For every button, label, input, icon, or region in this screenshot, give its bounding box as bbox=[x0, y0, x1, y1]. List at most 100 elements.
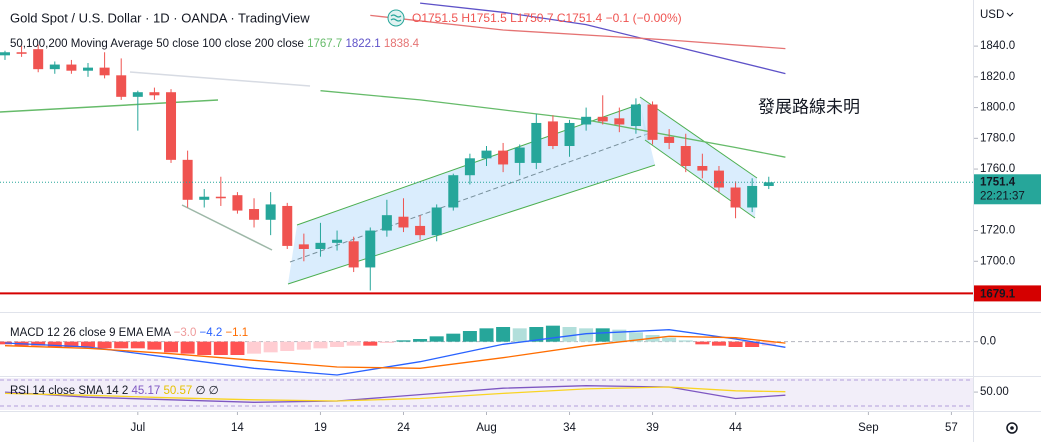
macd-histogram-bar bbox=[595, 328, 610, 342]
candle-body bbox=[581, 116, 592, 125]
macd-histogram-bar bbox=[81, 341, 96, 347]
trend-line bbox=[0, 99, 219, 113]
macd-histogram-bar bbox=[562, 327, 577, 342]
macd-histogram-bar bbox=[296, 341, 311, 350]
candle-body bbox=[348, 241, 359, 268]
macd-histogram-bar bbox=[662, 337, 677, 342]
candle-body bbox=[0, 52, 10, 56]
rsi-legend-label: RSI 14 close SMA 14 2 bbox=[10, 385, 128, 397]
macd-histogram-bar bbox=[678, 340, 693, 342]
channel-fill bbox=[640, 97, 757, 218]
candle-body bbox=[531, 122, 542, 163]
macd-histogram-bar bbox=[711, 341, 726, 346]
macd-histogram-bar bbox=[446, 333, 461, 342]
y-tick-label: 0.0 bbox=[980, 336, 996, 348]
macd-histogram-bar bbox=[330, 341, 345, 347]
candle-body bbox=[614, 118, 625, 125]
candle-body bbox=[298, 244, 309, 249]
countdown: 22:21:37 bbox=[980, 190, 1025, 202]
candle-body bbox=[265, 204, 276, 220]
candle-body bbox=[514, 147, 525, 163]
macd-histogram-bar bbox=[313, 341, 328, 349]
candle-body bbox=[132, 92, 143, 97]
ohlc-value: C1751.4 bbox=[557, 11, 603, 25]
candle-body bbox=[249, 209, 260, 220]
candle-body bbox=[713, 170, 724, 188]
ohlc-header: O1751.5 H1751.5 L1750.7 C1751.4 −0.1 (−0… bbox=[412, 11, 682, 25]
chart-title: Gold Spot / U.S. Dollar · 1D · OANDA · T… bbox=[10, 10, 310, 25]
macd-histogram-bar bbox=[64, 341, 79, 347]
macd-histogram-bar bbox=[180, 341, 195, 354]
macd-histogram-bar bbox=[429, 336, 444, 342]
candle-body bbox=[33, 49, 44, 70]
macd-histogram-bar bbox=[31, 341, 46, 346]
y-tick-label: 1720.0 bbox=[980, 225, 1015, 237]
moving-average bbox=[370, 14, 786, 50]
settings-icon bbox=[1010, 426, 1014, 430]
macd-histogram-bar bbox=[97, 341, 112, 349]
rsi-line bbox=[4, 386, 786, 402]
trend-line bbox=[129, 71, 311, 87]
candle-body bbox=[680, 146, 691, 166]
macd-histogram-bar bbox=[545, 325, 560, 342]
candle-body bbox=[381, 215, 392, 231]
candle-body bbox=[415, 225, 426, 236]
ma-legend-value: 1838.4 bbox=[384, 38, 420, 50]
candle-body bbox=[547, 121, 558, 147]
macd-histogram-bar bbox=[213, 341, 228, 355]
macd-histogram-bar bbox=[512, 328, 527, 342]
macd-histogram-bar bbox=[628, 332, 643, 342]
rsi-line bbox=[4, 385, 786, 403]
currency-dropdown[interactable] bbox=[1006, 12, 1014, 17]
macd-legend-label: MACD 12 26 close 9 EMA EMA bbox=[10, 327, 171, 339]
ohlc-change: −0.1 (−0.00%) bbox=[606, 11, 682, 25]
macd-line bbox=[4, 335, 786, 369]
macd-histogram-bar bbox=[396, 340, 411, 342]
x-tick-label: 57 bbox=[945, 422, 958, 434]
candle-body bbox=[365, 230, 376, 268]
macd-histogram-bar bbox=[728, 341, 743, 347]
candle-body bbox=[448, 175, 459, 208]
macd-histogram-bar bbox=[114, 341, 129, 349]
x-tick-label: 34 bbox=[563, 422, 576, 434]
ohlc-value: L1750.7 bbox=[510, 11, 554, 25]
candle-body bbox=[215, 196, 226, 199]
y-tick-label: 50.00 bbox=[980, 386, 1009, 398]
candle-body bbox=[464, 158, 475, 176]
x-tick-label: Aug bbox=[476, 422, 496, 434]
price-tag bbox=[974, 174, 1041, 205]
marks: Jul141924Aug343944Sep571700.01720.01740.… bbox=[0, 2, 1041, 434]
macd-legend-value: −3.0 bbox=[174, 327, 197, 339]
ma-legend: 50,100,200 Moving Average 50 close 100 c… bbox=[10, 38, 420, 50]
settings-icon[interactable] bbox=[1006, 422, 1018, 434]
macd-histogram-bar bbox=[147, 341, 162, 350]
macd-histogram-bar bbox=[164, 341, 179, 353]
price-tag-label: 1751.4 bbox=[980, 176, 1016, 188]
x-tick-label: 39 bbox=[646, 422, 659, 434]
y-tick-label: 1700.0 bbox=[980, 255, 1015, 267]
ohlc-value: O1751.5 bbox=[412, 11, 458, 25]
annotation: 發展路線未明 bbox=[758, 97, 860, 116]
y-tick-label: 1780.0 bbox=[980, 132, 1015, 144]
candle-body bbox=[149, 92, 160, 96]
x-tick-label: Sep bbox=[858, 422, 878, 434]
macd-histogram-bar bbox=[529, 327, 544, 342]
candle-body bbox=[481, 150, 492, 159]
macd-histogram-bar bbox=[745, 341, 760, 347]
macd-legend-value: −1.1 bbox=[225, 327, 248, 339]
macd-histogram-bar bbox=[363, 341, 378, 346]
candle-body bbox=[431, 207, 442, 236]
macd-histogram-bar bbox=[247, 341, 262, 354]
macd-legend-value: −4.2 bbox=[200, 327, 223, 339]
x-tick-label: 44 bbox=[729, 422, 742, 434]
candle-body bbox=[647, 104, 658, 140]
channel-line bbox=[639, 96, 758, 179]
y-tick-label: 1840.0 bbox=[980, 40, 1015, 52]
macd-histogram-bar bbox=[280, 341, 295, 351]
y-tick-label: 1800.0 bbox=[980, 102, 1015, 114]
candle-body bbox=[66, 64, 77, 71]
candle-body bbox=[282, 205, 293, 246]
y-tick-label: 1820.0 bbox=[980, 71, 1015, 83]
macd-line bbox=[4, 329, 786, 376]
candle-body bbox=[99, 67, 110, 76]
